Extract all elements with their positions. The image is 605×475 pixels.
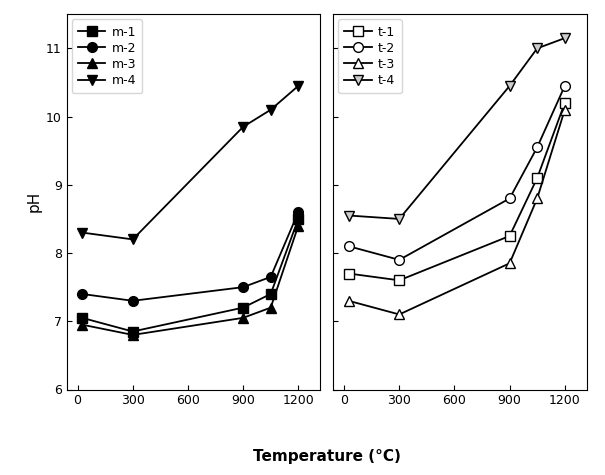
t-3 bbox=[345, 298, 352, 304]
m-4 bbox=[267, 107, 274, 113]
Line: m-4: m-4 bbox=[77, 81, 303, 244]
t-1 bbox=[506, 233, 513, 239]
m-4 bbox=[240, 124, 247, 130]
m-3 bbox=[295, 223, 302, 228]
Line: t-1: t-1 bbox=[344, 98, 570, 285]
t-2 bbox=[506, 196, 513, 201]
m-2 bbox=[267, 274, 274, 280]
Line: t-4: t-4 bbox=[344, 33, 570, 224]
t-4 bbox=[345, 213, 352, 219]
t-2 bbox=[561, 83, 569, 89]
t-4 bbox=[506, 83, 513, 89]
Line: m-2: m-2 bbox=[77, 207, 303, 306]
t-1 bbox=[561, 100, 569, 106]
t-3 bbox=[396, 312, 403, 317]
m-3 bbox=[79, 322, 86, 328]
Legend: m-1, m-2, m-3, m-4: m-1, m-2, m-3, m-4 bbox=[71, 19, 142, 93]
Line: t-3: t-3 bbox=[344, 105, 570, 319]
m-2 bbox=[79, 291, 86, 297]
m-1 bbox=[267, 291, 274, 297]
t-2 bbox=[345, 243, 352, 249]
Legend: t-1, t-2, t-3, t-4: t-1, t-2, t-3, t-4 bbox=[338, 19, 402, 93]
m-3 bbox=[240, 315, 247, 321]
t-4 bbox=[561, 35, 569, 41]
m-1 bbox=[240, 305, 247, 311]
m-3 bbox=[129, 332, 136, 338]
t-1 bbox=[534, 175, 541, 181]
m-2 bbox=[295, 209, 302, 215]
t-2 bbox=[534, 144, 541, 150]
m-1 bbox=[295, 216, 302, 222]
t-2 bbox=[396, 257, 403, 263]
m-4 bbox=[295, 83, 302, 89]
Line: m-3: m-3 bbox=[77, 221, 303, 340]
m-1 bbox=[129, 329, 136, 334]
m-2 bbox=[240, 285, 247, 290]
Line: t-2: t-2 bbox=[344, 81, 570, 265]
t-4 bbox=[396, 216, 403, 222]
t-3 bbox=[561, 107, 569, 113]
Line: m-1: m-1 bbox=[77, 214, 303, 336]
t-1 bbox=[396, 277, 403, 283]
t-3 bbox=[506, 260, 513, 266]
m-4 bbox=[129, 237, 136, 242]
m-4 bbox=[79, 230, 86, 236]
m-3 bbox=[267, 305, 274, 311]
t-1 bbox=[345, 271, 352, 276]
m-2 bbox=[129, 298, 136, 304]
Text: Temperature (°C): Temperature (°C) bbox=[253, 448, 401, 464]
t-3 bbox=[534, 196, 541, 201]
t-4 bbox=[534, 46, 541, 51]
m-1 bbox=[79, 315, 86, 321]
Y-axis label: pH: pH bbox=[27, 191, 42, 212]
